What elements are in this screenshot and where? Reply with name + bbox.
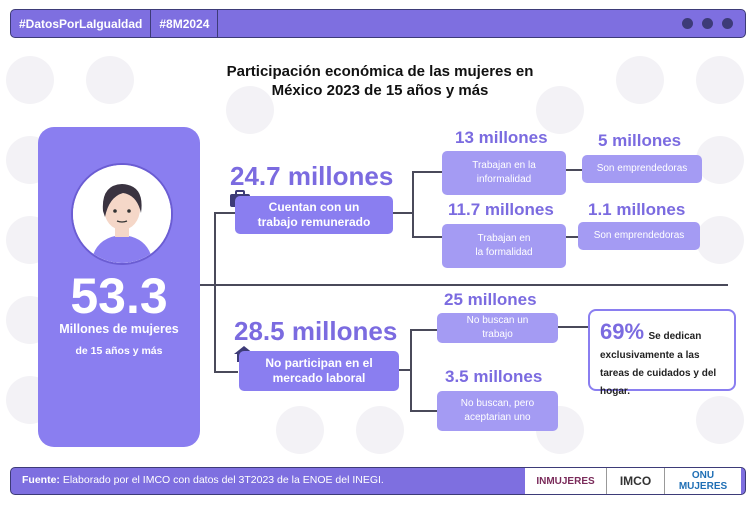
connector-employed — [214, 212, 236, 214]
connector-n1 — [399, 369, 411, 371]
nosearch-box: No buscan un trabajo — [437, 313, 558, 343]
hashtag-datos[interactable]: #DatosPorLaIgualdad — [11, 10, 152, 37]
total-sublabel: de 15 años y más — [75, 345, 163, 357]
informal-entre-box: Son emprendedoras — [582, 155, 702, 183]
formal-entre-box: Son emprendedoras — [578, 222, 700, 250]
connector-e4 — [412, 236, 442, 238]
connector-e1 — [393, 212, 413, 214]
informal-box: Trabajan en la informalidad — [442, 151, 566, 195]
care-percent: 69% — [600, 319, 645, 344]
care-callout: 69% Se dedican exclusivamente a las tare… — [588, 309, 736, 397]
connector-n5 — [558, 326, 589, 328]
care-text: Se dedican exclusivamente a las tareas d… — [600, 331, 717, 397]
hashtag-bar: #DatosPorLaIgualdad #8M2024 — [10, 9, 746, 38]
employed-value: 24.7 millones — [230, 161, 394, 191]
connector-n2 — [410, 329, 412, 411]
notpart-value: 28.5 millones — [234, 316, 398, 346]
connector-e3 — [412, 171, 442, 173]
wouldaccept-value: 3.5 millones — [445, 367, 543, 386]
connector-n4 — [410, 410, 437, 412]
infographic-title: Participación económica de las mujeres e… — [226, 63, 534, 99]
onumujeres-logo[interactable]: ONU MUJERES — [678, 470, 728, 492]
connector-e2 — [412, 171, 414, 236]
formal-value: 11.7 millones — [448, 200, 554, 219]
more-dots-icon[interactable] — [682, 18, 733, 29]
connector-n3 — [410, 329, 437, 331]
hashtag-8m[interactable]: #8M2024 — [151, 10, 219, 37]
formal-box: Trabajan en la formalidad — [442, 224, 566, 268]
formal-entre-value: 1.1 millones — [588, 200, 686, 219]
employed-box: Cuentan con un trabajo remunerado — [235, 196, 393, 234]
wouldaccept-box: No buscan, pero aceptarian uno — [437, 391, 558, 431]
imco-logo[interactable]: IMCO — [607, 468, 665, 494]
notpart-box: No participan en el mercado laboral — [239, 351, 399, 391]
logos-strip: INMUJERES IMCO ONU MUJERES — [525, 468, 741, 494]
woman-avatar-icon — [71, 163, 173, 265]
connector-e5 — [566, 169, 582, 171]
total-label: Millones de mujeres — [59, 322, 179, 336]
source-text: Fuente: Elaborado por el IMCO con datos … — [22, 474, 384, 486]
total-value: 53.3 — [70, 268, 168, 324]
inmujeres-logo[interactable]: INMUJERES — [525, 468, 607, 494]
connector-e6 — [566, 236, 578, 238]
informal-value: 13 millones — [455, 128, 548, 147]
connector-notpart — [214, 371, 238, 373]
nosearch-value: 25 millones — [444, 290, 537, 309]
divider-line — [200, 284, 728, 286]
connector-left — [214, 212, 216, 372]
informal-entre-value: 5 millones — [598, 131, 682, 150]
